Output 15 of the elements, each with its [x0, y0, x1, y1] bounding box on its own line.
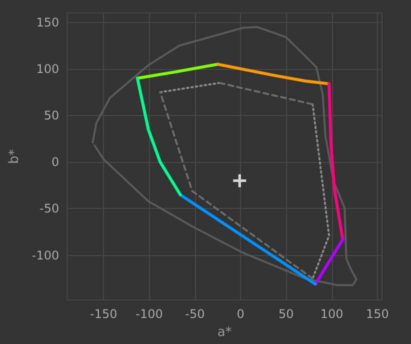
y-tick-label: 100: [36, 62, 60, 76]
x-tick-label: 100: [320, 307, 344, 321]
x-tick-label: -50: [185, 307, 205, 321]
x-tick-label: -100: [136, 307, 163, 321]
y-tick-label: -50: [40, 202, 60, 216]
x-tick-label: 50: [278, 307, 294, 321]
x-axis-title: a*: [217, 325, 232, 340]
y-tick-label: 0: [51, 155, 60, 170]
y-tick-label: -100: [32, 248, 60, 262]
x-tick-label: 150: [366, 307, 389, 321]
y-axis-title: b*: [7, 148, 22, 164]
x-tick-label: -150: [90, 307, 118, 321]
x-tick-label: 0: [236, 307, 244, 321]
y-tick-label: 50: [44, 108, 60, 122]
y-tick-label: 150: [36, 15, 60, 30]
